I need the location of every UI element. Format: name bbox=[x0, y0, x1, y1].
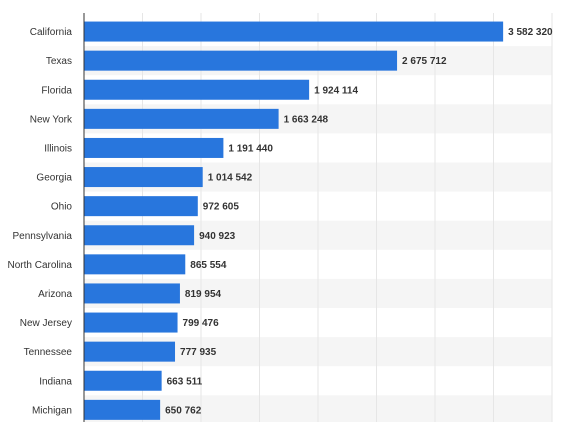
value-label: 1 191 440 bbox=[228, 143, 273, 154]
bar bbox=[84, 167, 203, 188]
bar bbox=[84, 341, 176, 362]
value-label: 865 554 bbox=[190, 260, 227, 271]
value-label: 1 663 248 bbox=[284, 114, 329, 125]
bar bbox=[84, 21, 504, 42]
bar bbox=[84, 196, 198, 217]
category-label: Tennessee bbox=[24, 347, 73, 358]
category-label: North Carolina bbox=[8, 260, 73, 271]
bars bbox=[84, 21, 504, 420]
value-label: 2 675 712 bbox=[402, 56, 447, 67]
value-label: 799 476 bbox=[183, 318, 220, 329]
category-label: Indiana bbox=[39, 376, 72, 387]
value-label: 940 923 bbox=[199, 231, 236, 242]
value-label: 650 762 bbox=[165, 405, 202, 416]
category-label: Michigan bbox=[32, 405, 72, 416]
value-label: 1 014 542 bbox=[208, 173, 253, 184]
value-label: 777 935 bbox=[180, 347, 217, 358]
value-label: 972 605 bbox=[203, 202, 240, 213]
value-label: 1 924 114 bbox=[314, 85, 358, 96]
category-label: Florida bbox=[41, 85, 72, 96]
bar bbox=[84, 108, 279, 129]
category-label: New York bbox=[30, 114, 73, 125]
category-label: Pennsylvania bbox=[13, 231, 73, 242]
bar bbox=[84, 254, 186, 275]
bar bbox=[84, 137, 224, 158]
value-label: 663 511 bbox=[167, 376, 203, 387]
category-label: California bbox=[30, 27, 73, 38]
value-label: 819 954 bbox=[185, 289, 222, 300]
bar bbox=[84, 370, 162, 391]
bar bbox=[84, 312, 178, 333]
bar bbox=[84, 79, 310, 100]
category-label: Illinois bbox=[44, 143, 72, 154]
value-labels: 3 582 320 2 675 712 1 924 114 1 663 248 1 19… bbox=[165, 27, 553, 416]
category-label: Georgia bbox=[36, 173, 72, 184]
bar bbox=[84, 283, 180, 304]
category-label: Ohio bbox=[51, 202, 73, 213]
category-label: Texas bbox=[46, 56, 72, 67]
category-label: Arizona bbox=[38, 289, 72, 300]
bar bbox=[84, 50, 398, 71]
value-label: 3 582 320 bbox=[508, 27, 553, 38]
bar bbox=[84, 399, 161, 420]
category-label: New Jersey bbox=[20, 318, 72, 329]
category-labels: California Texas Florida New York Illinois Ge… bbox=[8, 27, 73, 416]
bar bbox=[84, 225, 195, 246]
